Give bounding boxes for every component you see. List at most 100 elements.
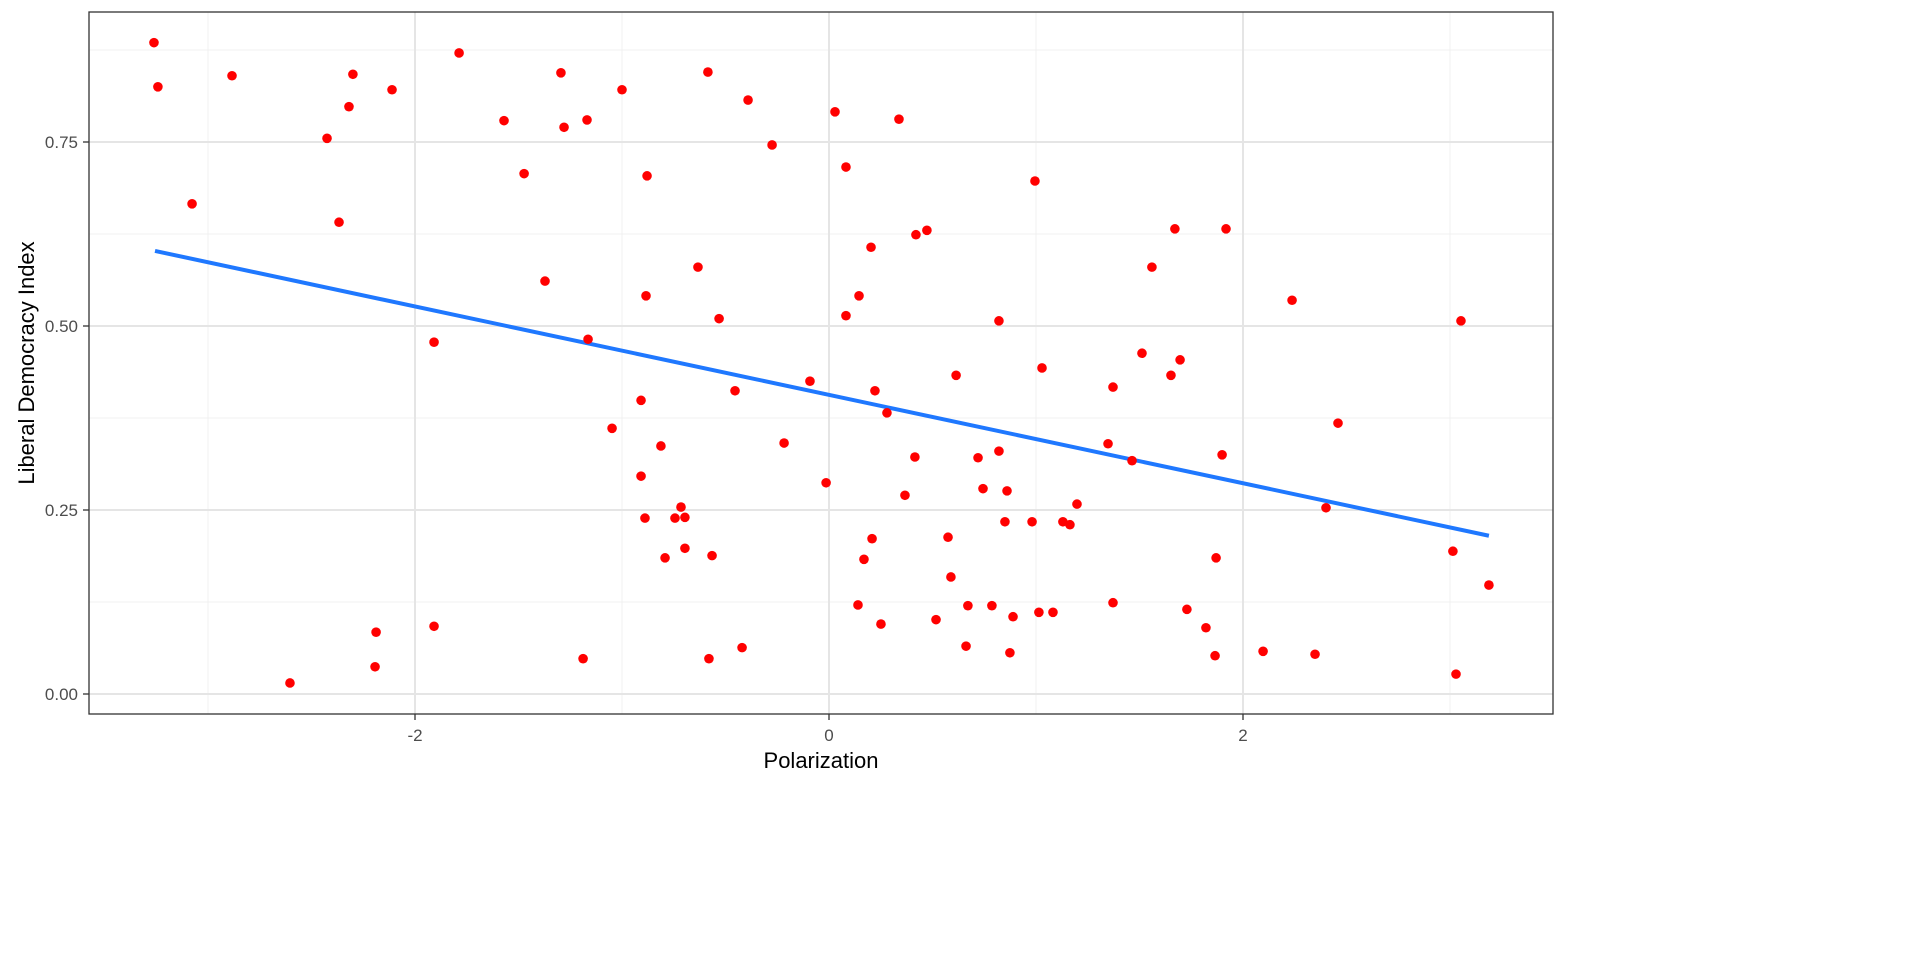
data-point bbox=[656, 441, 666, 451]
y-tick-label: 0.75 bbox=[45, 133, 78, 152]
data-point bbox=[1005, 647, 1015, 658]
data-point bbox=[371, 627, 381, 637]
data-point bbox=[943, 532, 953, 543]
data-point bbox=[963, 600, 973, 611]
data-point bbox=[519, 168, 529, 179]
x-axis-label: Polarization bbox=[764, 748, 879, 773]
data-point bbox=[454, 48, 464, 58]
data-point bbox=[285, 678, 295, 688]
data-point bbox=[1008, 611, 1018, 622]
data-point bbox=[1103, 438, 1113, 449]
data-point bbox=[1310, 649, 1320, 660]
data-point bbox=[841, 310, 851, 321]
data-point bbox=[821, 477, 831, 488]
data-point bbox=[660, 553, 670, 563]
points-group bbox=[149, 37, 1494, 688]
data-point bbox=[149, 37, 159, 48]
data-point bbox=[578, 653, 588, 664]
data-point bbox=[1451, 669, 1461, 679]
data-point bbox=[994, 446, 1004, 456]
plot-panel bbox=[89, 12, 1553, 714]
gridlines bbox=[89, 12, 1553, 714]
data-point bbox=[556, 68, 566, 78]
data-point bbox=[946, 572, 956, 582]
data-point bbox=[499, 115, 509, 126]
y-tick-label: 0.25 bbox=[45, 501, 78, 520]
data-point bbox=[876, 619, 886, 629]
data-point bbox=[680, 543, 690, 554]
data-point bbox=[779, 438, 789, 448]
data-point bbox=[1287, 295, 1297, 306]
data-point bbox=[922, 225, 932, 236]
data-point bbox=[322, 133, 332, 144]
data-point bbox=[1211, 553, 1221, 563]
data-point bbox=[1321, 502, 1331, 513]
data-point bbox=[676, 502, 686, 512]
data-point bbox=[1000, 516, 1010, 527]
data-point bbox=[1037, 363, 1047, 373]
data-point bbox=[642, 171, 652, 181]
data-point bbox=[911, 229, 921, 240]
data-point bbox=[987, 600, 997, 611]
x-tick-label: 0 bbox=[824, 726, 833, 745]
data-point bbox=[348, 69, 358, 80]
x-tick-label: -2 bbox=[407, 726, 422, 745]
data-point bbox=[227, 70, 237, 81]
data-point bbox=[153, 82, 163, 92]
data-point bbox=[703, 67, 713, 77]
data-point bbox=[978, 483, 988, 494]
data-point bbox=[636, 471, 646, 481]
data-point bbox=[867, 533, 877, 544]
data-point bbox=[582, 115, 592, 125]
data-point bbox=[961, 641, 971, 651]
data-point bbox=[1201, 622, 1211, 633]
data-point bbox=[767, 140, 777, 150]
data-point bbox=[1333, 418, 1343, 428]
data-point bbox=[1484, 580, 1494, 590]
data-point bbox=[540, 276, 550, 286]
data-point bbox=[830, 107, 840, 117]
data-point bbox=[387, 84, 397, 95]
data-point bbox=[670, 513, 680, 523]
data-point bbox=[994, 316, 1004, 326]
data-point bbox=[1170, 224, 1180, 234]
x-tick-label: 2 bbox=[1238, 726, 1247, 745]
data-point bbox=[910, 452, 920, 462]
data-point bbox=[1072, 499, 1082, 509]
data-point bbox=[1027, 516, 1037, 527]
data-point bbox=[730, 385, 740, 396]
data-point bbox=[894, 114, 904, 124]
data-point bbox=[1147, 262, 1157, 272]
data-point bbox=[853, 600, 863, 610]
data-point bbox=[1030, 176, 1040, 186]
data-point bbox=[344, 101, 354, 112]
data-point bbox=[429, 337, 439, 347]
data-point bbox=[370, 661, 380, 672]
data-point bbox=[1217, 450, 1227, 460]
data-point bbox=[1166, 370, 1176, 381]
y-axis: 0.00 0.25 0.50 0.75 bbox=[45, 133, 89, 704]
data-point bbox=[859, 554, 869, 565]
data-point bbox=[187, 199, 197, 209]
data-point bbox=[1456, 316, 1466, 326]
data-point bbox=[714, 313, 724, 324]
data-point bbox=[1221, 224, 1231, 234]
y-axis-label: Liberal Democracy Index bbox=[14, 241, 39, 484]
x-axis: -2 0 2 bbox=[407, 714, 1248, 745]
data-point bbox=[900, 490, 910, 501]
fit-line-group bbox=[154, 248, 1490, 538]
data-point bbox=[743, 95, 753, 105]
data-point bbox=[680, 512, 690, 523]
data-point bbox=[583, 334, 593, 345]
data-point bbox=[1065, 519, 1075, 530]
data-point bbox=[1175, 355, 1185, 365]
data-point bbox=[640, 513, 650, 523]
data-point bbox=[704, 653, 714, 664]
data-point bbox=[641, 291, 651, 301]
data-point bbox=[951, 370, 961, 381]
data-point bbox=[1108, 382, 1118, 392]
data-point bbox=[841, 162, 851, 172]
data-point bbox=[559, 122, 569, 133]
data-point bbox=[707, 550, 717, 561]
